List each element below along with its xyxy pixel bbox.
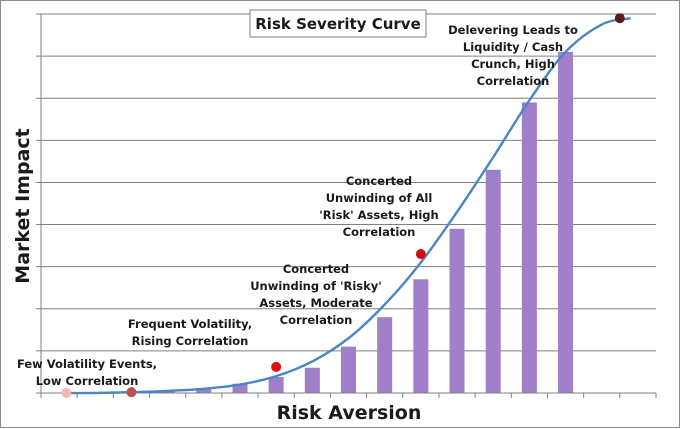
- bar: [558, 51, 574, 394]
- y-axis-title: Market Impact: [12, 128, 34, 283]
- x-axis-title: Risk Aversion: [277, 402, 422, 424]
- curve-marker: [415, 249, 426, 260]
- bar: [268, 376, 284, 393]
- annotation-line: Correlation: [477, 74, 550, 88]
- annotation-line: Low Correlation: [36, 374, 139, 388]
- annotation-line: Delevering Leads to: [448, 23, 578, 37]
- annotation-label: Delevering Leads to Liquidity / Cash Crunc…: [448, 23, 578, 88]
- curve-marker: [271, 361, 282, 372]
- annotation-line: Correlation: [343, 225, 416, 239]
- chart-title-box: Risk Severity Curve: [249, 9, 427, 38]
- curve-marker: [614, 13, 625, 24]
- annotation-line: Frequent Volatility,: [128, 317, 252, 331]
- annotation-line: Concerted: [283, 262, 349, 276]
- annotation-line: Assets, Moderate: [259, 296, 372, 310]
- annotation-line: Liquidity / Cash: [463, 40, 563, 54]
- annotation-label: Frequent Volatility, Rising Correlation: [128, 317, 252, 348]
- annotation-line: Concerted: [346, 174, 412, 188]
- annotation-line: Unwinding of All: [326, 191, 433, 205]
- annotation-label: Concerted Unwinding of 'Risky' Assets, Mod…: [250, 262, 382, 327]
- annotations: Few Volatility Events, Low Correlation Fre…: [17, 23, 578, 388]
- annotation-line: Crunch, High: [471, 57, 555, 71]
- bar: [304, 367, 320, 393]
- annotation-line: Rising Correlation: [132, 334, 249, 348]
- bar: [413, 279, 429, 393]
- risk-curve-line: [66, 17, 631, 395]
- bar: [341, 346, 356, 393]
- x-axis-ticks: [40, 393, 657, 398]
- annotation-line: 'Risk' Assets, High: [319, 208, 438, 222]
- bar: [377, 317, 393, 393]
- bar-series: [123, 51, 574, 394]
- bar: [196, 387, 212, 393]
- chart-title: Risk Severity Curve: [255, 15, 421, 33]
- annotation-label: Few Volatility Events, Low Correlation: [17, 357, 157, 388]
- bar: [485, 169, 501, 393]
- curve-markers: [61, 13, 625, 398]
- curve-marker: [61, 388, 72, 398]
- curve-marker: [126, 387, 137, 398]
- bar: [449, 228, 465, 393]
- annotation-line: Correlation: [280, 313, 353, 327]
- bar: [232, 383, 248, 393]
- bar: [521, 102, 537, 393]
- annotation-line: Unwinding of 'Risky': [250, 279, 382, 293]
- annotation-label: Concerted Unwinding of All 'Risk' Assets, …: [319, 174, 438, 239]
- y-axis-ticks: [36, 13, 41, 394]
- annotation-line: Few Volatility Events,: [17, 357, 157, 371]
